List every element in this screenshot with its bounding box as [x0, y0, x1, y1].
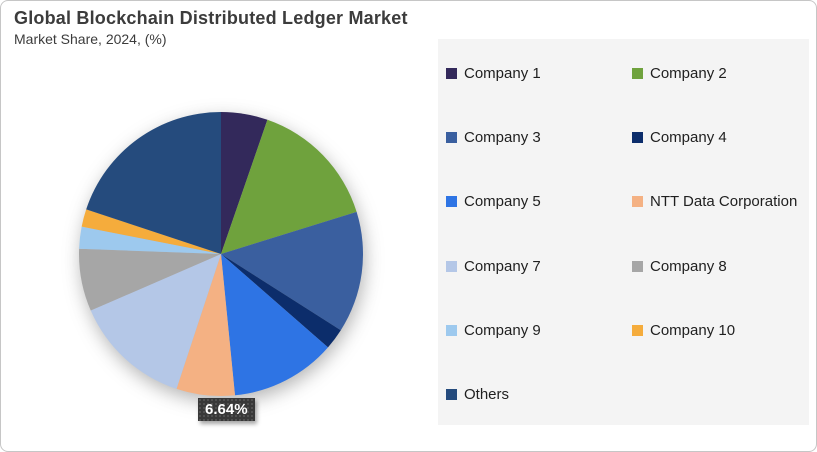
legend-item-company-4: Company 4	[632, 129, 809, 146]
legend-swatch-company-1	[446, 67, 457, 79]
legend-swatch-company-2	[632, 67, 643, 79]
chart-subtitle: Market Share, 2024, (%)	[14, 31, 167, 47]
legend-item-ntt-data-corporation: NTT Data Corporation	[632, 193, 809, 210]
legend-swatch-others	[446, 389, 457, 401]
legend-swatch-company-3	[446, 131, 457, 143]
pie-slice-others	[86, 112, 221, 254]
legend-item-company-10: Company 10	[632, 322, 809, 339]
legend-label-company-1: Company 1	[464, 64, 541, 82]
pie-slice-company-5	[221, 254, 328, 396]
legend-swatch-company-10	[632, 324, 643, 336]
legend-item-company-8: Company 8	[632, 258, 809, 275]
legend-swatch-company-7	[446, 260, 457, 272]
legend-item-company-7: Company 7	[446, 258, 632, 275]
pie-slice-company-7	[90, 254, 221, 389]
legend: Company 1 Company 2 Company 3 Company 4 Comp…	[438, 39, 809, 425]
legend-label-company-9: Company 9	[464, 321, 541, 339]
legend-label-ntt-data-corporation: NTT Data Corporation	[650, 193, 798, 211]
legend-swatch-company-5	[446, 196, 457, 208]
pie-slice-company-1	[221, 112, 268, 254]
legend-swatch-company-9	[446, 324, 457, 336]
legend-label-company-10: Company 10	[650, 321, 736, 339]
legend-item-company-3: Company 3	[446, 129, 632, 146]
pie-slice-company-3	[221, 211, 363, 331]
legend-swatch-company-8	[632, 260, 643, 272]
legend-item-company-2: Company 2	[632, 65, 809, 82]
legend-item-company-9: Company 9	[446, 322, 632, 339]
data-label: 6.64%	[198, 398, 255, 421]
pie-slice-company-8	[79, 248, 221, 311]
chart-title: Global Blockchain Distributed Ledger Mar…	[14, 8, 408, 28]
pie-chart-svg	[79, 112, 363, 397]
legend-label-company-8: Company 8	[650, 257, 727, 275]
chart-header: Global Blockchain Distributed Ledger Mar…	[14, 8, 408, 47]
legend-label-company-7: Company 7	[464, 257, 541, 275]
legend-label-company-2: Company 2	[650, 64, 727, 82]
legend-label-company-5: Company 5	[464, 193, 541, 211]
pie-slice-company-2	[221, 119, 357, 254]
legend-swatch-company-4	[632, 131, 643, 143]
legend-item-company-5: Company 5	[446, 193, 632, 210]
pie-slice-company-4	[221, 254, 341, 348]
legend-item-company-1: Company 1	[446, 65, 632, 82]
pie-slice-company-9	[79, 226, 221, 254]
legend-label-others: Others	[464, 386, 510, 404]
pie-slice-company-10	[81, 209, 221, 254]
pie-chart	[71, 104, 371, 404]
legend-label-company-3: Company 3	[464, 128, 541, 146]
pie-slice-ntt-data-corporation	[176, 254, 235, 397]
legend-label-company-4: Company 4	[650, 128, 727, 146]
legend-swatch-ntt-data-corporation	[632, 196, 643, 208]
legend-item-others: Others	[446, 386, 632, 403]
